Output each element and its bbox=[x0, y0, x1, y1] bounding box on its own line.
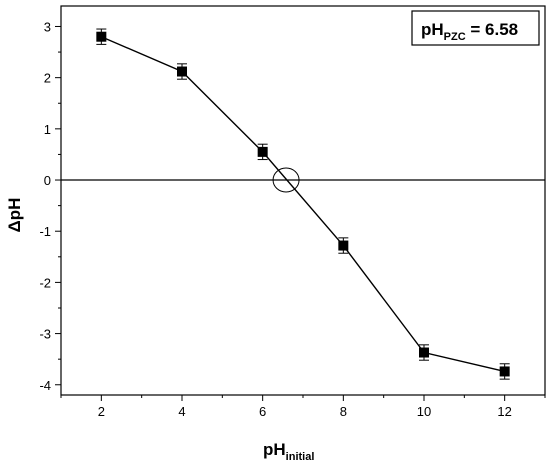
annotation-main: pH bbox=[421, 20, 444, 39]
x-axis-title: pHinitial bbox=[263, 440, 314, 463]
y-tick-label: 3 bbox=[44, 19, 51, 34]
pzc-annotation-text: pHPZC = 6.58 bbox=[421, 20, 518, 43]
plot-frame bbox=[60, 5, 546, 396]
y-axis-title: ΔpH bbox=[5, 198, 24, 233]
y-tick-label: 2 bbox=[44, 71, 51, 86]
data-markers bbox=[96, 31, 510, 377]
y-tick-label: -2 bbox=[39, 275, 51, 290]
y-tick-label: -4 bbox=[39, 378, 51, 393]
pzc-annotation-box: pHPZC = 6.58 bbox=[411, 10, 540, 46]
series-line bbox=[101, 36, 505, 373]
data-point bbox=[96, 31, 107, 42]
y-tick-label: -1 bbox=[39, 224, 51, 239]
data-point bbox=[257, 146, 268, 157]
y-axis-ticks: 3 2 1 0 -1 -2 -3 -4 bbox=[39, 19, 61, 393]
x-axis-title-main: pH bbox=[263, 440, 286, 459]
annotation-subscript: PZC bbox=[444, 31, 466, 43]
x-tick-label: 4 bbox=[178, 404, 185, 419]
x-axis-title-subscript: initial bbox=[286, 451, 315, 463]
data-point bbox=[419, 347, 429, 358]
x-tick-label: 6 bbox=[259, 404, 266, 419]
annotation-frame bbox=[411, 10, 540, 46]
annotation-value: = 6.58 bbox=[466, 20, 518, 39]
x-axis-ticks: 2 4 6 8 10 12 bbox=[60, 395, 546, 419]
data-point bbox=[499, 366, 510, 377]
y-tick-label: 0 bbox=[44, 173, 51, 188]
data-point bbox=[338, 240, 349, 251]
x-tick-label: 10 bbox=[417, 404, 431, 419]
pzc-highlight-circle bbox=[272, 167, 300, 193]
data-point bbox=[177, 66, 187, 77]
error-bars bbox=[96, 28, 510, 380]
x-tick-label: 2 bbox=[98, 404, 105, 419]
x-tick-label: 12 bbox=[497, 404, 511, 419]
x-tick-label: 8 bbox=[340, 404, 347, 419]
y-tick-label: -3 bbox=[39, 327, 51, 342]
y-tick-label: 1 bbox=[44, 122, 51, 137]
